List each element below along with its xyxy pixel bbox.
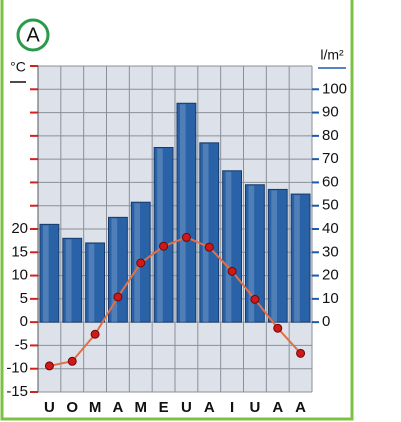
y2-tick-label: 30 xyxy=(322,243,339,260)
x-tick-label: A xyxy=(204,399,215,416)
bar-shine xyxy=(43,225,49,323)
x-tick-label: U xyxy=(249,399,260,416)
y2-tick-label: 40 xyxy=(322,220,339,237)
temperature-point xyxy=(67,356,77,366)
temperature-point xyxy=(44,361,54,371)
bar xyxy=(267,188,288,323)
bar-shine xyxy=(65,239,72,323)
bar xyxy=(176,102,197,323)
bar xyxy=(39,223,60,323)
bar xyxy=(108,216,128,323)
x-tick-label: U xyxy=(181,399,192,416)
x-tick-label: A xyxy=(295,399,306,416)
temperature-point xyxy=(250,294,260,304)
y-tick-label: -5 xyxy=(15,336,28,353)
bar-shine xyxy=(180,104,186,323)
temperature-line xyxy=(49,236,302,367)
x-tick-label: I xyxy=(230,399,234,416)
x-tick-label: M xyxy=(89,399,102,416)
temperature-point xyxy=(296,348,306,358)
y2-tick-label: 80 xyxy=(322,127,339,144)
temperature-point xyxy=(136,258,146,268)
y-tick-label: 10 xyxy=(11,267,28,284)
bar-shine xyxy=(225,171,232,323)
bar-shine xyxy=(88,243,95,323)
bar-shine xyxy=(157,148,163,323)
y-tick-label: 0 xyxy=(20,313,28,330)
x-tick-label: M xyxy=(135,399,148,416)
bar xyxy=(290,193,311,323)
bar xyxy=(222,170,243,323)
badge: A xyxy=(26,24,40,46)
bar xyxy=(62,237,83,323)
bar xyxy=(85,242,105,323)
bar-shine xyxy=(294,195,300,323)
x-tick-label: A xyxy=(112,399,123,416)
y2-tick-label: 50 xyxy=(322,197,339,214)
x-tick-label: O xyxy=(66,399,78,416)
badge-circle xyxy=(16,18,50,52)
temperature-point xyxy=(227,266,237,276)
y2-tick-label: 100 xyxy=(322,80,347,97)
y2-tick-label: 70 xyxy=(322,150,339,167)
y2-tick-label: 90 xyxy=(322,104,339,121)
bar xyxy=(153,147,174,323)
y-tick-label: 5 xyxy=(20,290,28,307)
bar-shine xyxy=(202,143,209,323)
frame xyxy=(0,0,354,421)
y-tick-label: -10 xyxy=(6,360,28,377)
y2-axis-label: l/m² xyxy=(320,47,344,63)
bar xyxy=(199,142,220,323)
bar-shine xyxy=(271,190,277,323)
y-tick-label: -15 xyxy=(6,383,28,400)
bar-shine xyxy=(248,185,255,323)
temperature-point xyxy=(159,241,169,251)
x-tick-label: A xyxy=(272,399,283,416)
bar-shine xyxy=(111,218,118,323)
y2-tick-label: 60 xyxy=(322,173,339,190)
y2-tick-label: 20 xyxy=(322,267,339,284)
temperature-point xyxy=(113,292,123,302)
y-tick-label: 15 xyxy=(11,243,28,260)
temperature-point xyxy=(204,242,214,252)
y2-tick-label: 0 xyxy=(322,313,330,330)
temperature-point xyxy=(273,323,283,333)
bar xyxy=(245,184,265,323)
temperature-point xyxy=(181,232,191,242)
temperature-point xyxy=(90,329,100,339)
x-tick-label: E xyxy=(159,399,169,416)
y-tick-label: 20 xyxy=(11,220,28,237)
x-tick-label: U xyxy=(44,399,55,416)
y2-tick-label: 10 xyxy=(322,290,339,307)
y-axis-label: °C xyxy=(10,59,26,75)
